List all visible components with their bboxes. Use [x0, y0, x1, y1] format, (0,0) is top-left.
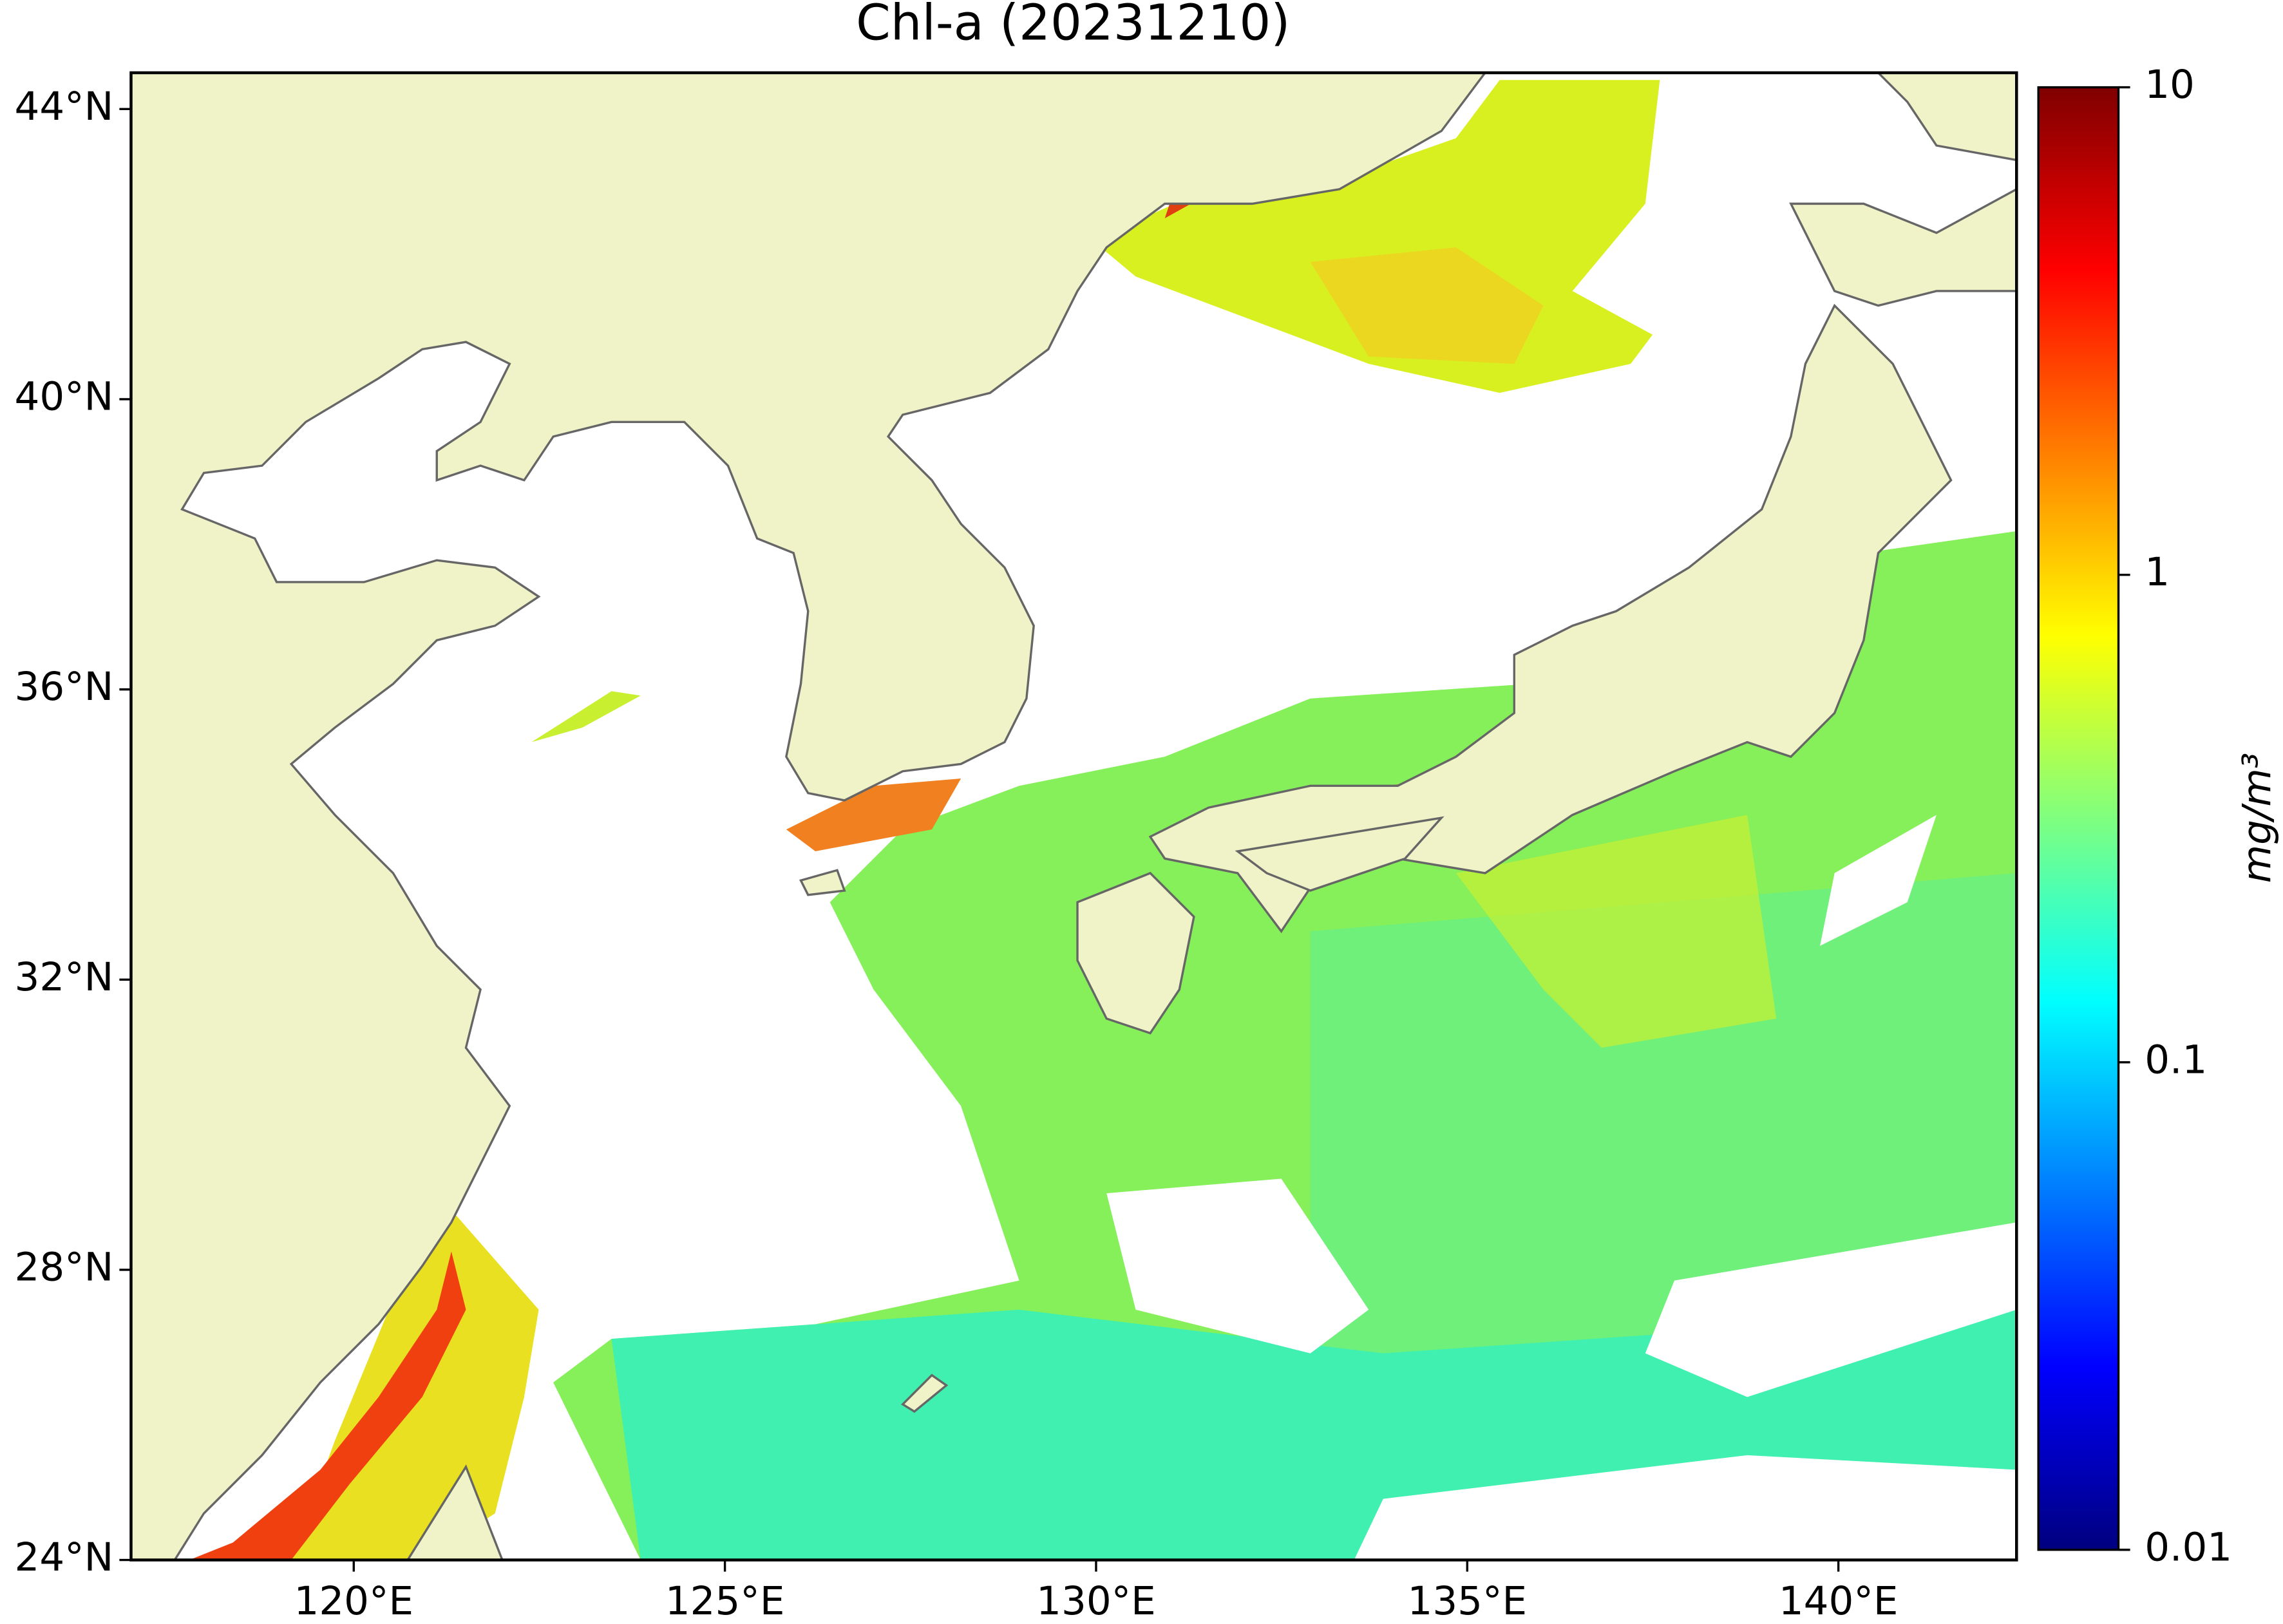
y-tick-label: 40°N: [15, 374, 114, 420]
ocean-field: [1455, 815, 1777, 1048]
coastal-bloom: [189, 1251, 466, 1560]
x-tick-label: 130°E: [1036, 1578, 1156, 1624]
y-tick-label: 28°N: [15, 1245, 114, 1290]
colorbar: [2037, 86, 2120, 1551]
colorbar-tick-label: 0.01: [2145, 1524, 2232, 1570]
colorbar-tick-label: 0.1: [2145, 1037, 2207, 1082]
map: [131, 72, 2017, 1560]
x-tick-label: 140°E: [1779, 1578, 1899, 1624]
x-tick-label: 125°E: [665, 1578, 785, 1624]
y-tick-label: 32°N: [15, 954, 114, 1000]
y-tick-label: 36°N: [15, 664, 114, 710]
colorbar-tick-label: 1: [2145, 549, 2170, 595]
ocean-field: [531, 691, 641, 742]
land: [131, 72, 1487, 1560]
colorbar-tick-label: 10: [2145, 62, 2195, 108]
ocean-field: [1310, 247, 1544, 364]
y-tick-label: 24°N: [15, 1534, 114, 1580]
coastal-bloom: [786, 779, 962, 852]
x-tick-label: 120°E: [294, 1578, 413, 1624]
cloud: [1645, 1222, 2017, 1397]
land: [131, 72, 2017, 1560]
cloud: [1106, 1178, 1369, 1354]
land: [799, 869, 846, 896]
x-tick-label: 135°E: [1408, 1578, 1528, 1624]
land: [1789, 187, 2017, 307]
cloud: [1354, 1455, 2017, 1560]
chart-title: Chl-a (20231210): [856, 0, 1290, 52]
land: [1235, 816, 1445, 892]
plot-frame: [129, 71, 2018, 1562]
colorbar-label: mg/m³: [2234, 753, 2280, 883]
land: [901, 1374, 949, 1413]
y-tick-label: 44°N: [15, 84, 114, 129]
land: [1076, 871, 1195, 1035]
land: [1148, 303, 1953, 934]
land: [406, 1464, 504, 1560]
land: [1877, 72, 2017, 162]
cloud: [1820, 815, 1937, 946]
